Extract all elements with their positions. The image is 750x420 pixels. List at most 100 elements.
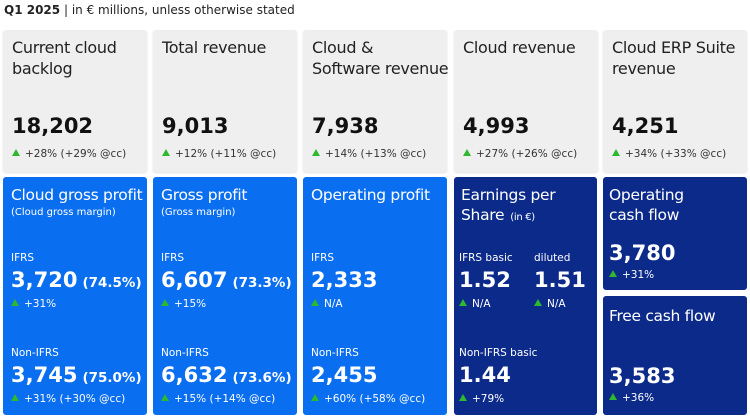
up-arrow: [459, 299, 467, 306]
section-label: Non-IFRS: [311, 347, 359, 359]
section-label: IFRS: [11, 252, 35, 264]
section-label: Non-IFRS basic: [459, 347, 538, 359]
kpi-value: 18,202: [12, 114, 94, 138]
change-text: +12% (+11% @cc): [175, 148, 277, 160]
change: +28% (+29% @cc): [12, 148, 126, 160]
up-arrow: [463, 149, 471, 156]
change-text: +79%: [472, 393, 505, 405]
value: 6,607: [161, 268, 228, 292]
change: +36%: [609, 392, 654, 404]
value-row: 6,607 (73.3%): [161, 268, 292, 292]
card-title: Operating: [609, 186, 684, 204]
value-row: 3,720 (74.5%): [11, 268, 142, 292]
unit: (in €): [510, 212, 535, 223]
value: 1.44: [459, 363, 511, 387]
change: N/A: [459, 298, 491, 310]
value-row: 3,745 (75.0%): [11, 363, 142, 387]
kpi-card: Cloud gross profit (Cloud gross margin) IF…: [3, 177, 147, 415]
change-text: +36%: [622, 392, 655, 404]
change: +34% (+33% @cc): [612, 148, 726, 160]
card-subtitle: (Gross margin): [161, 207, 236, 218]
kpi-value: 9,013: [162, 114, 229, 138]
kpi-label: Total revenue: [162, 38, 267, 57]
up-arrow: [459, 394, 467, 401]
value: 3,780: [609, 241, 676, 265]
cash-card: Free cash flow 3,583 +36%: [603, 296, 747, 415]
kpi-card: Cloud & Software revenue 7,938 +14% (+13% @…: [303, 30, 449, 172]
up-arrow: [609, 393, 617, 400]
kpi-value: 4,251: [612, 114, 679, 138]
change-text: N/A: [324, 298, 343, 310]
card-title: Operating profit: [311, 186, 430, 204]
value: 3,583: [609, 364, 676, 388]
kpi-label: Cloud &: [312, 38, 374, 57]
section-label: IFRS basic: [459, 252, 513, 264]
card-title: Share: [461, 206, 505, 224]
change-text: +60% (+58% @cc): [324, 393, 426, 405]
up-arrow: [534, 299, 542, 306]
up-arrow: [311, 394, 319, 401]
kpi-card: Cloud revenue 4,993 +27% (+26% @cc): [454, 30, 598, 172]
card-title: Gross profit: [161, 186, 248, 204]
change: +15% (+14% @cc): [161, 393, 275, 405]
change-text: +31%: [622, 269, 655, 281]
change-text: +28% (+29% @cc): [25, 148, 127, 160]
up-arrow: [161, 394, 169, 401]
section-label: diluted: [534, 252, 571, 264]
change: +31%: [11, 298, 56, 310]
change-text: +15%: [174, 298, 207, 310]
up-arrow: [11, 394, 19, 401]
section-label: Non-IFRS: [161, 347, 209, 359]
eps-card: Earnings per Share (in €) IFRS basic 1.52 N/A…: [454, 177, 597, 415]
change-text: N/A: [547, 298, 566, 310]
kpi-label: Cloud ERP Suite: [612, 38, 736, 57]
card-title-line: Share (in €): [461, 205, 535, 228]
up-arrow: [12, 149, 20, 156]
margin: (75.0%): [82, 370, 142, 386]
value: 1.52: [459, 268, 511, 292]
change: +79%: [459, 393, 504, 405]
change-text: +14% (+13% @cc): [325, 148, 427, 160]
change-text: +34% (+33% @cc): [625, 148, 727, 160]
change: +12% (+11% @cc): [162, 148, 276, 160]
change-text: +31%: [24, 298, 57, 310]
value-row: 2,455: [311, 363, 377, 387]
margin: (73.6%): [232, 370, 292, 386]
up-arrow: [162, 149, 170, 156]
change-text: N/A: [472, 298, 491, 310]
change: +31% (+30% @cc): [11, 393, 125, 405]
kpi-value: 7,938: [312, 114, 379, 138]
change-text: +27% (+26% @cc): [476, 148, 578, 160]
value: 1.51: [534, 268, 586, 292]
kpi-card: Total revenue 9,013 +12% (+11% @cc): [153, 30, 297, 172]
change-text: +15% (+14% @cc): [174, 393, 276, 405]
value: 2,455: [311, 363, 378, 387]
change: +31%: [609, 269, 654, 281]
kpi-card: Current cloud backlog 18,202 +28% (+29% @cc…: [3, 30, 147, 172]
kpi-label: Current cloud: [12, 38, 117, 57]
header-title: Q1 2025: [4, 3, 61, 17]
card-title: Cloud gross profit: [11, 186, 143, 204]
up-arrow: [312, 149, 320, 156]
change-text: +31% (+30% @cc): [24, 393, 126, 405]
header-subtitle: | in € millions, unless otherwise stated: [63, 3, 295, 17]
section-label: IFRS: [311, 252, 335, 264]
up-arrow: [311, 299, 319, 306]
section-label: IFRS: [161, 252, 185, 264]
value-row: 2,333: [311, 268, 377, 292]
cash-card: Operating cash flow 3,780 +31%: [603, 177, 747, 290]
change: +14% (+13% @cc): [312, 148, 426, 160]
change: N/A: [534, 298, 566, 310]
up-arrow: [11, 299, 19, 306]
card-subtitle: (Cloud gross margin): [11, 207, 116, 218]
value: 6,632: [161, 363, 228, 387]
up-arrow: [612, 149, 620, 156]
kpi-label: backlog: [12, 59, 73, 78]
change: +60% (+58% @cc): [311, 393, 425, 405]
up-arrow: [161, 299, 169, 306]
kpi-value: 4,993: [463, 114, 530, 138]
change: +27% (+26% @cc): [463, 148, 577, 160]
kpi-card: Operating profit IFRS 2,333 N/A Non-IFRS 2,45…: [303, 177, 447, 415]
up-arrow: [609, 270, 617, 277]
